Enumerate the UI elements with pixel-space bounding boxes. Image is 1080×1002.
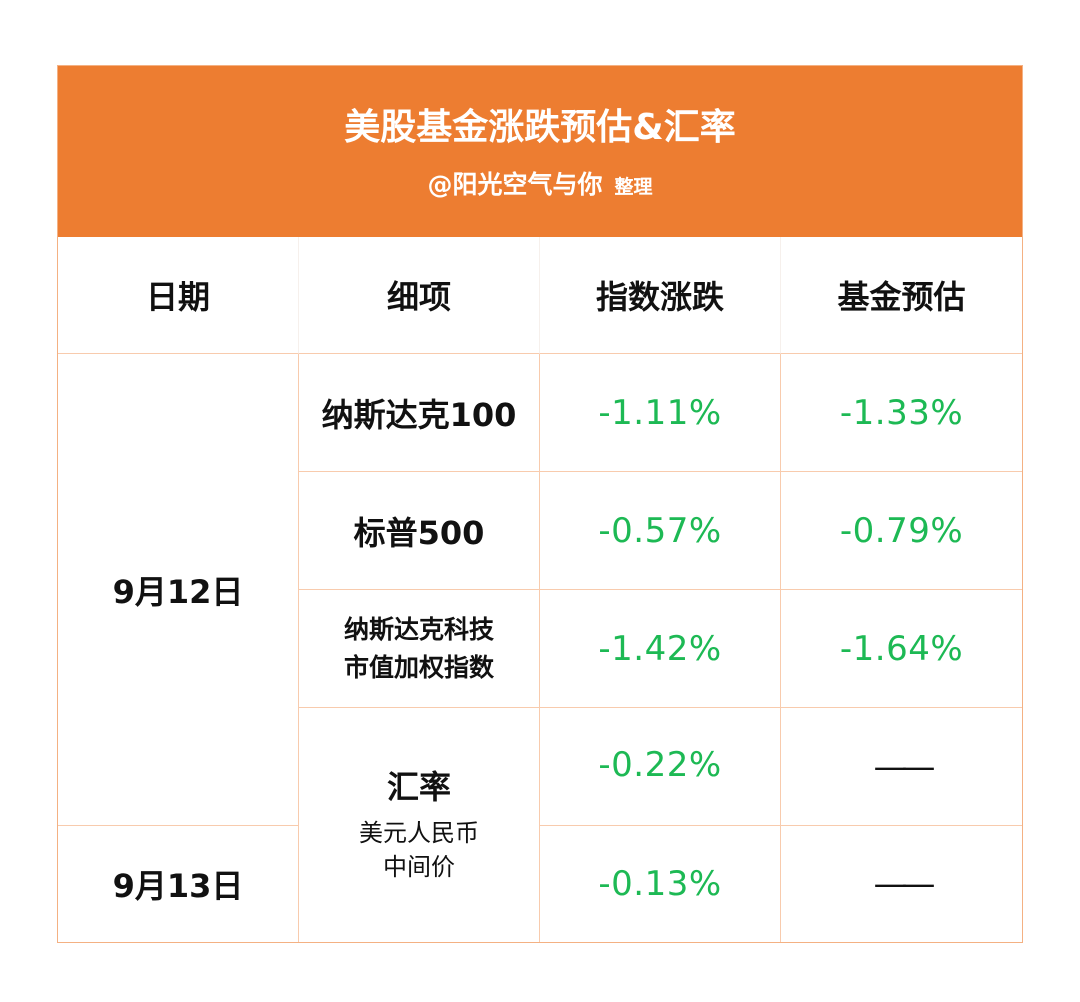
item-exchange-rate: 汇率 美元人民币 中间价: [299, 708, 540, 942]
index-change-value: -0.57%: [598, 510, 722, 551]
empty-dash: ——: [873, 746, 936, 787]
fund-estimate-card: 美股基金涨跌预估&汇率 @阳光空气与你 整理 日期 细项 指数涨跌 基金预估 9月…: [57, 65, 1023, 943]
author-tag: 整理: [614, 176, 653, 198]
fund-estimate-sp500: -0.79%: [781, 472, 1022, 590]
index-change-nasdaq100: -1.11%: [540, 354, 781, 472]
item-line-2: 市值加权指数: [343, 652, 494, 682]
column-header-fund-estimate: 基金预估: [781, 237, 1022, 354]
fund-estimate-value: -1.64%: [839, 628, 964, 669]
column-header-date: 日期: [58, 237, 299, 354]
fx-change-value: -0.13%: [598, 864, 722, 904]
fx-change-d1: -0.22%: [540, 708, 781, 826]
item-nasdaq100: 纳斯达克100: [299, 354, 540, 472]
item-line-1: 纳斯达克科技: [343, 614, 494, 644]
date-cell-1: 9月12日: [58, 354, 299, 826]
column-header-item: 细项: [299, 237, 540, 354]
item-nasdaq-tech: 纳斯达克科技 市值加权指数: [299, 590, 540, 708]
fx-change-d2: -0.13%: [540, 826, 781, 942]
date-cell-2: 9月13日: [58, 826, 299, 942]
fund-estimate-value: -0.79%: [839, 510, 964, 551]
exchange-rate-label: 汇率: [386, 768, 451, 806]
index-change-value: -1.42%: [598, 628, 722, 669]
author-line: @阳光空气与你 整理: [58, 168, 1022, 205]
exchange-rate-sub: 美元人民币 中间价: [359, 816, 479, 884]
index-change-nasdaq-tech: -1.42%: [540, 590, 781, 708]
empty-dash: ——: [873, 864, 936, 904]
index-change-sp500: -0.57%: [540, 472, 781, 590]
item-sp500: 标普500: [299, 472, 540, 590]
exchange-rate-sub-line-2: 中间价: [383, 853, 455, 881]
column-header-index-change: 指数涨跌: [540, 237, 781, 354]
fx-estimate-d2: ——: [781, 826, 1022, 942]
exchange-rate-sub-line-1: 美元人民币: [359, 819, 479, 847]
fx-estimate-d1: ——: [781, 708, 1022, 826]
data-table: 日期 细项 指数涨跌 基金预估 9月12日 纳斯达克100 -1.11% -1.…: [58, 237, 1022, 942]
page-title: 美股基金涨跌预估&汇率: [344, 107, 736, 148]
header-banner: 美股基金涨跌预估&汇率 @阳光空气与你 整理: [58, 66, 1022, 237]
index-change-value: -1.11%: [598, 392, 722, 433]
fund-estimate-nasdaq100: -1.33%: [781, 354, 1022, 472]
fx-change-value: -0.22%: [598, 744, 722, 785]
author-name: @阳光空气与你: [427, 170, 603, 199]
fund-estimate-nasdaq-tech: -1.64%: [781, 590, 1022, 708]
fund-estimate-value: -1.33%: [839, 392, 964, 433]
